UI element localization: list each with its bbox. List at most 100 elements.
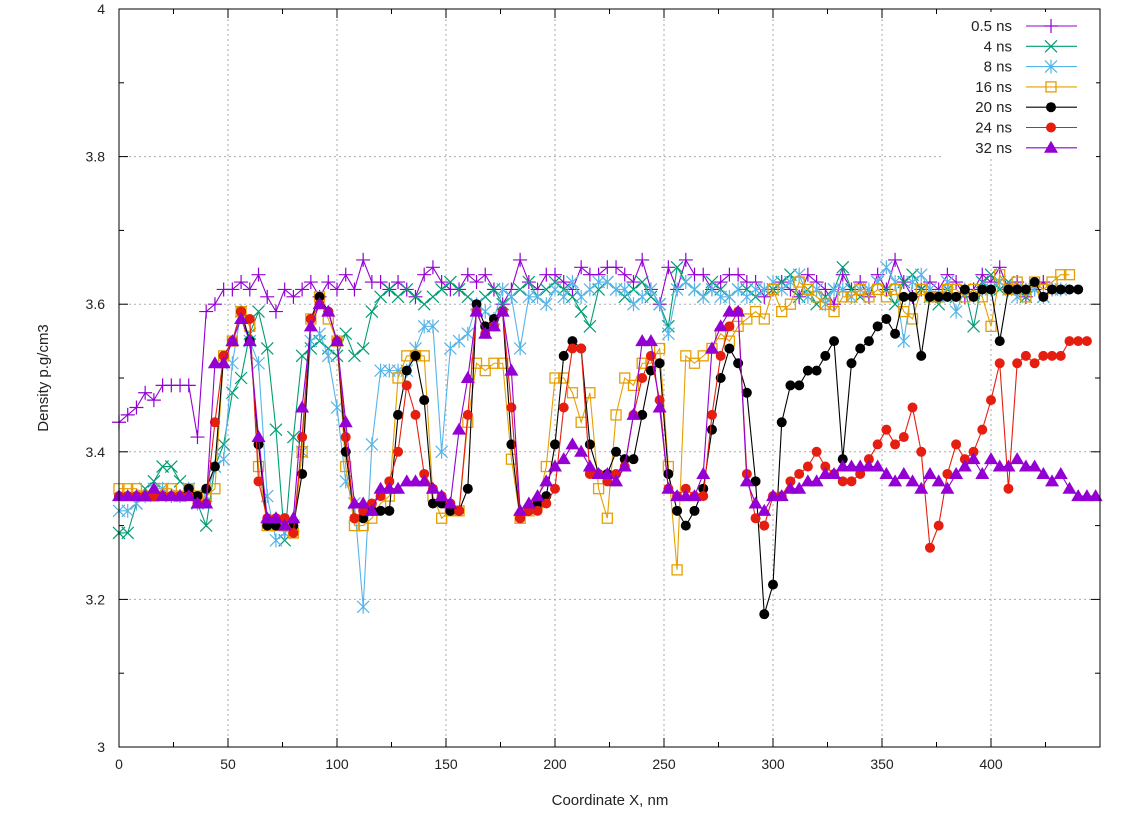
data-point-circle — [916, 446, 927, 457]
data-point-circle — [506, 402, 517, 413]
data-point-circle — [279, 513, 290, 524]
data-point-triangle — [486, 319, 501, 332]
data-point-cross — [391, 290, 405, 304]
data-point-circle — [802, 365, 813, 376]
data-point-cross — [217, 437, 231, 451]
data-point-circle — [253, 476, 264, 487]
data-point-cross — [513, 283, 527, 296]
data-point-triangle — [1044, 140, 1058, 153]
data-point-cross — [286, 430, 300, 444]
data-point-circle — [576, 343, 587, 354]
data-point-square — [566, 387, 579, 399]
data-point-triangle — [146, 481, 161, 494]
data-point-star — [766, 275, 780, 290]
data-point-plus — [138, 385, 153, 400]
data-point-circle — [959, 454, 970, 465]
data-point-cross — [426, 290, 440, 304]
data-point-circle — [419, 395, 430, 406]
data-point-circle — [1064, 284, 1075, 295]
data-point-square — [619, 372, 631, 384]
data-point-cross — [409, 290, 422, 304]
data-point-square — [837, 291, 849, 303]
legend-label: 16 ns — [975, 79, 1012, 96]
legend-label: 0.5 ns — [971, 18, 1012, 35]
data-point-cross — [836, 260, 850, 274]
data-point-star — [557, 289, 571, 304]
data-point-plus — [548, 267, 562, 282]
data-point-circle — [297, 468, 308, 479]
data-point-circle — [881, 424, 892, 435]
data-point-circle — [192, 491, 203, 502]
data-point-circle — [872, 321, 883, 332]
data-point-triangle — [888, 474, 903, 487]
data-point-circle — [1003, 483, 1014, 494]
series-line — [119, 265, 1053, 541]
data-point-plus — [635, 252, 650, 267]
data-point-circle — [209, 417, 220, 428]
data-point-triangle — [277, 518, 292, 531]
data-point-star — [627, 297, 640, 312]
data-point-plus — [181, 378, 196, 393]
data-point-plus — [286, 289, 301, 304]
data-point-triangle — [905, 474, 920, 487]
data-point-plus — [330, 282, 344, 297]
data-point-plus — [146, 393, 161, 408]
data-point-circle — [951, 439, 962, 450]
data-point-plus — [975, 267, 990, 282]
data-point-triangle — [617, 459, 632, 472]
data-point-plus — [478, 267, 493, 282]
data-point-circle — [942, 468, 953, 479]
data-point-star — [121, 503, 135, 518]
data-point-star — [531, 289, 544, 304]
data-point-cross — [269, 423, 283, 437]
data-point-triangle — [242, 334, 257, 347]
data-point-square — [906, 313, 919, 325]
data-point-cross — [164, 460, 178, 473]
data-point-triangle — [809, 474, 824, 487]
data-point-triangle — [286, 511, 301, 524]
data-point-circle — [393, 409, 404, 420]
grid-lines — [119, 9, 1100, 747]
data-point-circle — [209, 461, 220, 472]
x-tick-label: 100 — [325, 756, 349, 772]
data-point-circle — [986, 395, 996, 406]
data-point-circle — [898, 291, 909, 302]
data-point-triangle — [582, 459, 597, 472]
data-point-plus — [1044, 19, 1058, 33]
data-point-square — [636, 357, 648, 369]
data-point-triangle — [321, 304, 336, 317]
data-point-triangle — [774, 489, 789, 502]
data-point-star — [566, 275, 579, 290]
data-point-circle — [933, 520, 944, 531]
data-point-star — [670, 282, 684, 297]
data-point-circle — [619, 454, 630, 465]
legend-label: 24 ns — [975, 120, 1012, 137]
data-point-star — [426, 319, 440, 334]
data-point-circle — [794, 468, 805, 479]
data-point-circle — [654, 395, 665, 406]
data-point-star — [897, 334, 911, 349]
data-point-circle — [1073, 284, 1084, 295]
data-point-circle — [236, 306, 247, 317]
data-point-plus — [356, 252, 371, 267]
data-point-circle — [1029, 358, 1040, 369]
data-point-square — [871, 283, 884, 296]
data-point-plus — [225, 282, 240, 297]
data-point-star — [583, 282, 597, 297]
data-point-triangle — [713, 319, 728, 332]
data-point-triangle — [469, 304, 484, 317]
data-point-triangle — [225, 334, 240, 347]
data-point-star — [792, 267, 806, 282]
data-point-plus — [242, 282, 257, 297]
data-point-triangle — [757, 503, 772, 516]
data-point-circle — [907, 402, 918, 413]
series-line — [119, 303, 1087, 548]
data-point-triangle — [600, 466, 615, 479]
data-point-square — [863, 291, 875, 303]
data-point-triangle — [1010, 452, 1025, 465]
data-point-triangle — [896, 466, 911, 479]
data-point-triangle — [356, 496, 371, 509]
x-tick-label: 250 — [652, 756, 676, 772]
legend-box — [944, 12, 1096, 158]
data-point-circle — [1081, 336, 1092, 347]
